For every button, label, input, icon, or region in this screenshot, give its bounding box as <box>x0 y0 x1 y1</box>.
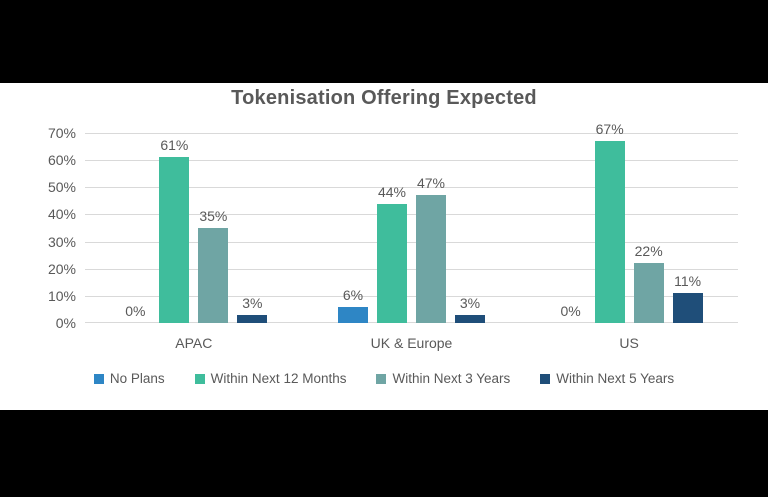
legend-label: Within Next 5 Years <box>556 371 675 386</box>
legend-marker-icon <box>376 373 387 384</box>
y-tick-label: 10% <box>47 288 76 304</box>
gridline-10% <box>85 296 738 297</box>
bar-data-label: 61% <box>160 137 189 154</box>
bar-data-label: 3% <box>242 294 263 311</box>
chart-title: Tokenisation Offering Expected <box>231 87 537 109</box>
gridline-20% <box>85 269 738 270</box>
y-tick-label: 70% <box>47 125 76 141</box>
bar-data-label: 67% <box>595 121 624 138</box>
bar-data-label: 22% <box>634 243 663 260</box>
gridline-70% <box>85 133 738 134</box>
y-tick-label: 60% <box>47 152 76 168</box>
legend-item: Within Next 3 Years <box>376 371 510 386</box>
y-tick-label: 30% <box>47 234 76 250</box>
legend-item: Within Next 12 Months <box>194 371 347 386</box>
legend-label: Within Next 12 Months <box>210 371 347 386</box>
bar-data-label: 47% <box>416 175 445 192</box>
bar: 35% <box>198 208 229 323</box>
legend-marker-icon <box>194 373 205 384</box>
gridline-0% <box>85 322 738 323</box>
bar-data-label: 3% <box>459 294 481 311</box>
legend: No Plans Within Next 12 Months Within Next… <box>0 371 768 386</box>
gridline-50% <box>85 187 738 188</box>
y-tick-label: 20% <box>47 261 76 277</box>
y-tick-label: 40% <box>47 206 76 222</box>
legend-label: No Plans <box>109 371 165 386</box>
bar-groups: 0% 61% 35% 3% APAC 6% 44% 47% 3% UK & Europe 0% 67%… <box>85 121 738 351</box>
bar: 6% <box>337 287 368 323</box>
category-label: UK & Europe <box>370 335 453 351</box>
plot-area: 0% 10% 20% 30% 40% 50% 60% 70% 0% 61% 35% 3% APAC 6%… <box>48 121 738 351</box>
bar-group-apac: 0% 61% 35% 3% APAC <box>120 133 268 351</box>
gridline-40% <box>85 214 738 215</box>
bar: 61% <box>159 137 190 323</box>
bar-data-label: 0% <box>560 303 581 319</box>
legend-marker-icon <box>540 373 551 384</box>
bar-data-label: 44% <box>377 183 406 200</box>
legend-marker-icon <box>93 373 104 384</box>
bar: 22% <box>633 243 664 323</box>
category-label: APAC <box>175 335 213 351</box>
bar: 44% <box>376 184 407 323</box>
bar: 11% <box>672 273 703 323</box>
legend-label: Within Next 3 Years <box>392 371 511 386</box>
bar-data-label: 35% <box>199 208 228 224</box>
bar: 67% <box>594 121 625 323</box>
bar: 3% <box>237 295 268 323</box>
gridline-60% <box>85 160 738 161</box>
y-tick-label: 50% <box>47 179 76 195</box>
bar-data-label: 6% <box>342 286 364 303</box>
bar-group-us: 0% 67% 22% 11% US <box>556 121 703 351</box>
legend-item: No Plans <box>93 371 165 386</box>
legend-item: Within Next 5 Years <box>540 371 674 386</box>
bar-group-uk-europe: 6% 44% 47% 3% UK & Europe <box>337 133 485 351</box>
y-tick-label: 0% <box>55 315 76 331</box>
category-label: US <box>619 335 639 351</box>
bar-data-label: 11% <box>674 273 702 290</box>
bar: 3% <box>454 295 485 323</box>
bar-data-label: 0% <box>125 303 146 319</box>
chart-panel: Tokenisation Offering Expected 0% 10% 20% 3… <box>0 83 768 410</box>
bar: 47% <box>415 175 446 323</box>
gridline-30% <box>85 242 738 243</box>
